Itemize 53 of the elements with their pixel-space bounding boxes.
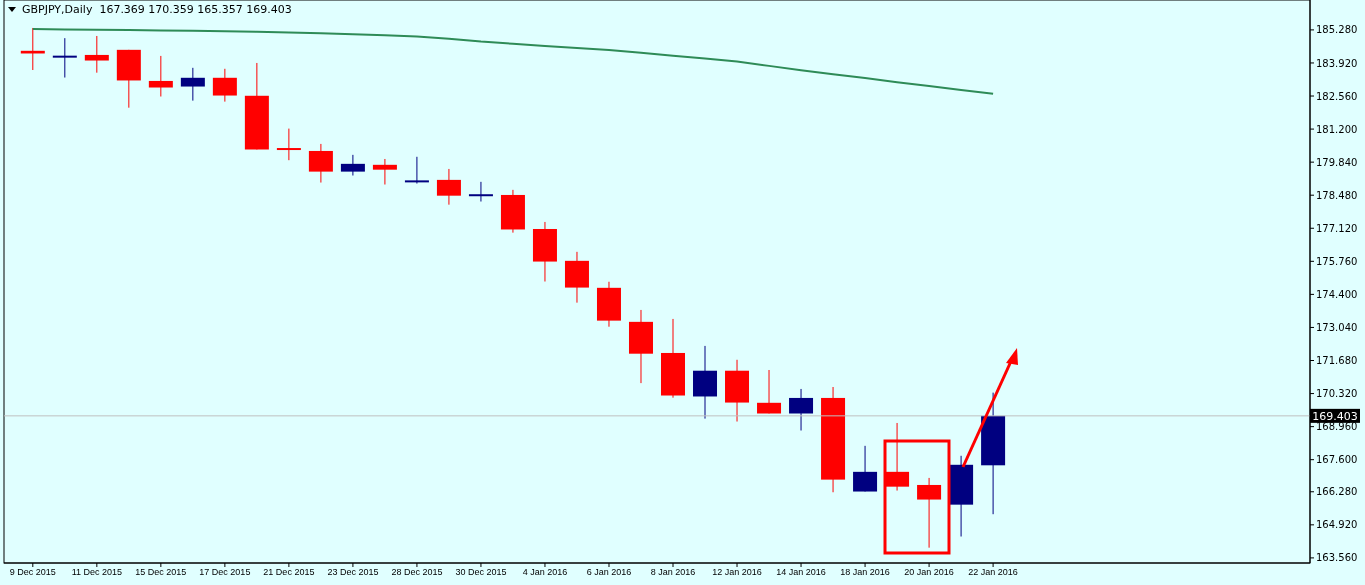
y-tick-label: 177.120: [1316, 222, 1358, 234]
candlestick: [372, 158, 397, 186]
candlestick: [757, 369, 782, 414]
y-tick-label: 174.400: [1316, 288, 1358, 300]
candlestick: [308, 143, 333, 184]
candlestick: [180, 67, 205, 102]
x-tick-label: 23 Dec 2015: [327, 567, 379, 578]
y-tick-label: 168.960: [1316, 421, 1358, 433]
y-tick-label: 166.280: [1316, 486, 1358, 498]
x-tick-label: 6 Jan 2016: [586, 567, 632, 578]
candlestick: [468, 181, 493, 203]
candlestick: [276, 128, 301, 161]
candlestick: [436, 168, 461, 206]
y-tick-label: 171.680: [1316, 355, 1358, 367]
x-tick-label: 30 Dec 2015: [455, 567, 507, 578]
candlestick: [789, 388, 814, 432]
x-tick-label: 4 Jan 2016: [522, 567, 568, 578]
x-tick-label: 15 Dec 2015: [135, 567, 187, 578]
y-tick-label: 175.760: [1316, 255, 1358, 267]
y-tick-label: 183.920: [1316, 57, 1358, 69]
candlestick: [917, 477, 942, 549]
x-tick-label: 21 Dec 2015: [263, 567, 315, 578]
y-tick-label: 167.600: [1316, 454, 1358, 466]
y-tick-label: 178.480: [1316, 189, 1358, 201]
x-tick-label: 14 Jan 2016: [776, 567, 826, 578]
candlestick: [52, 37, 77, 79]
y-tick-label: 179.840: [1316, 156, 1358, 168]
x-tick-label: 28 Dec 2015: [391, 567, 443, 578]
line-series: [31, 27, 995, 95]
y-tick-label: 185.280: [1316, 24, 1358, 36]
ref-line-label: 169.403: [1312, 409, 1358, 423]
chart-title: GBPJPY,Daily 167.369 170.359 165.357 169.403: [22, 3, 292, 16]
x-tick-label: 12 Jan 2016: [712, 567, 762, 578]
x-tick-label: 11 Dec 2015: [71, 567, 123, 578]
candlestick: [84, 35, 109, 74]
x-tick-label: 17 Dec 2015: [199, 567, 251, 578]
x-tick-label: 18 Jan 2016: [840, 567, 890, 578]
y-tick-label: 173.040: [1316, 321, 1358, 333]
x-tick-label: 22 Jan 2016: [968, 567, 1018, 578]
candlestick: [404, 156, 429, 185]
x-tick-label: 20 Jan 2016: [904, 567, 954, 578]
y-tick-label: 170.320: [1316, 388, 1358, 400]
x-tick-label: 8 Jan 2016: [650, 567, 696, 578]
candlestick: [340, 154, 365, 177]
x-tick-label: 9 Dec 2015: [9, 567, 56, 578]
y-tick-label: 163.560: [1316, 552, 1358, 564]
candlestick: [212, 68, 237, 103]
y-tick-label: 181.200: [1316, 123, 1358, 135]
candlestick: [148, 55, 173, 98]
candlestick: [885, 422, 910, 492]
candlestick: [853, 445, 878, 493]
y-tick-label: 164.920: [1316, 519, 1358, 531]
y-tick-label: 182.560: [1316, 90, 1358, 102]
